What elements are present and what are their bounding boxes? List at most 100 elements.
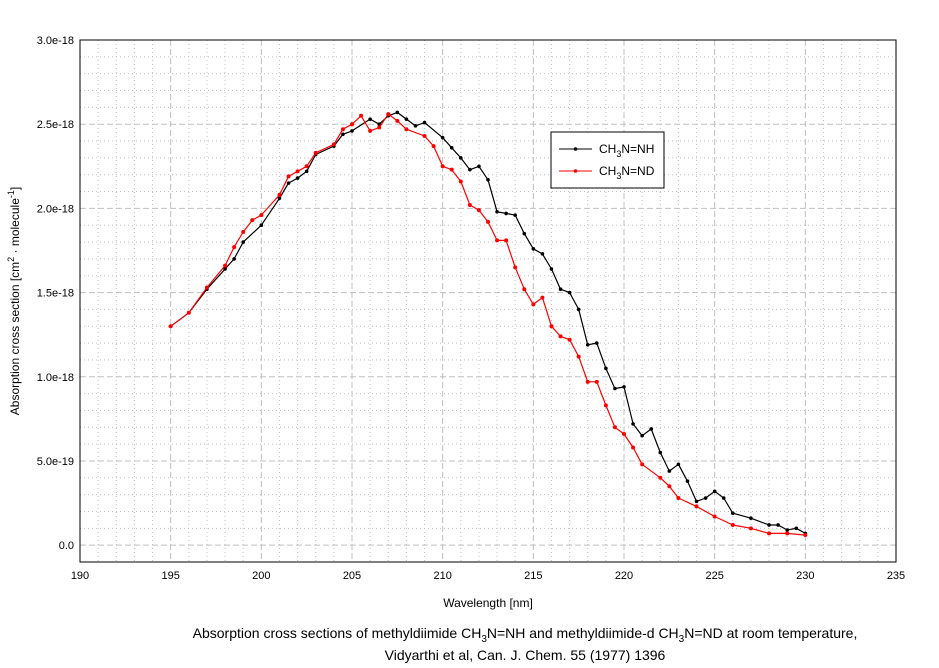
legend: CH3N=NH CH3N=ND — [550, 131, 665, 189]
data-point — [395, 118, 400, 123]
data-point — [540, 252, 545, 256]
data-point — [721, 496, 726, 500]
data-point — [785, 528, 789, 532]
legend-entry-nh: CH3N=NH — [599, 142, 654, 159]
x-tick-label: 205 — [343, 570, 361, 582]
y-tick-label: 1.0e-18 — [37, 372, 74, 384]
data-point — [694, 504, 699, 509]
data-point — [223, 263, 228, 268]
tick-labels: 190 195 200 205 210 215 220 225 230 235 0.0 5.0e-19… — [37, 35, 905, 582]
data-point — [549, 267, 554, 271]
data-point — [368, 128, 373, 133]
legend-box — [550, 131, 665, 189]
data-point — [404, 127, 409, 132]
data-point — [676, 462, 681, 467]
data-point — [558, 287, 563, 292]
data-point — [594, 379, 599, 384]
x-tick-label: 230 — [796, 570, 814, 582]
data-point — [640, 433, 644, 438]
series-nh — [168, 110, 808, 536]
data-point — [395, 110, 400, 115]
data-point — [531, 247, 536, 251]
data-point — [612, 425, 617, 430]
data-point — [477, 164, 481, 169]
x-tick-label: 210 — [433, 570, 451, 582]
data-point — [776, 523, 780, 527]
data-point — [286, 181, 291, 185]
data-point — [667, 469, 672, 473]
data-point — [468, 167, 472, 172]
data-point — [767, 523, 771, 527]
data-point — [486, 219, 490, 224]
y-tick-label: 3.0e-18 — [37, 35, 74, 47]
data-point — [531, 302, 536, 307]
data-point — [585, 342, 590, 347]
data-point — [331, 142, 336, 147]
data-point — [440, 135, 445, 140]
data-point — [703, 496, 708, 500]
data-point — [540, 295, 545, 300]
x-tick-label: 200 — [252, 570, 270, 582]
data-point — [649, 427, 653, 431]
data-point — [658, 475, 663, 480]
plot-frame — [79, 39, 897, 563]
data-point — [232, 245, 237, 250]
data-point — [730, 522, 735, 527]
data-point — [513, 265, 518, 270]
data-point — [241, 240, 245, 244]
data-point — [603, 403, 608, 408]
data-point — [277, 192, 282, 197]
data-point — [731, 511, 735, 515]
series-line — [170, 113, 806, 536]
caption-line-2: Vidyarthi et al, Can. J. Chem. 55 (1977)… — [384, 647, 666, 663]
data-point — [685, 479, 690, 483]
y-tick-label: 2.5e-18 — [37, 119, 74, 131]
data-point — [313, 150, 318, 155]
data-point — [604, 366, 608, 371]
data-point — [622, 385, 626, 389]
data-point — [223, 267, 227, 271]
data-point — [567, 290, 572, 295]
data-point — [458, 179, 463, 184]
data-point — [504, 211, 508, 216]
y-tick-label: 0.0 — [59, 540, 74, 552]
data-point — [186, 310, 191, 315]
data-point — [377, 122, 382, 126]
data-point — [712, 514, 717, 519]
series-line — [170, 111, 806, 534]
x-tick-label: 190 — [71, 570, 89, 582]
data-point — [259, 223, 264, 228]
data-point — [513, 213, 517, 217]
data-point — [350, 122, 354, 127]
data-point — [404, 117, 409, 121]
data-point — [241, 229, 246, 234]
data-point — [495, 209, 499, 214]
data-point — [277, 196, 282, 201]
data-point — [168, 324, 173, 329]
data-point — [350, 129, 354, 133]
x-tick-label: 215 — [524, 570, 542, 582]
data-point — [595, 341, 599, 345]
data-point — [522, 287, 527, 292]
y-tick-label: 1.5e-18 — [37, 288, 74, 300]
data-point — [567, 337, 572, 342]
data-point — [304, 164, 309, 169]
data-point — [794, 526, 799, 531]
data-point — [422, 120, 427, 125]
y-tick-label: 2.0e-18 — [37, 203, 74, 215]
data-point — [476, 208, 481, 213]
data-point — [803, 533, 808, 538]
data-point — [558, 334, 563, 339]
data-point — [767, 531, 772, 536]
x-tick-label: 235 — [887, 570, 905, 582]
data-point — [422, 133, 427, 138]
data-point — [431, 144, 436, 149]
data-point — [749, 516, 753, 521]
data-point — [748, 526, 753, 531]
data-point — [250, 218, 255, 223]
series-lines — [168, 110, 808, 538]
data-point — [204, 285, 209, 290]
data-point — [712, 489, 717, 494]
data-point — [486, 177, 490, 182]
